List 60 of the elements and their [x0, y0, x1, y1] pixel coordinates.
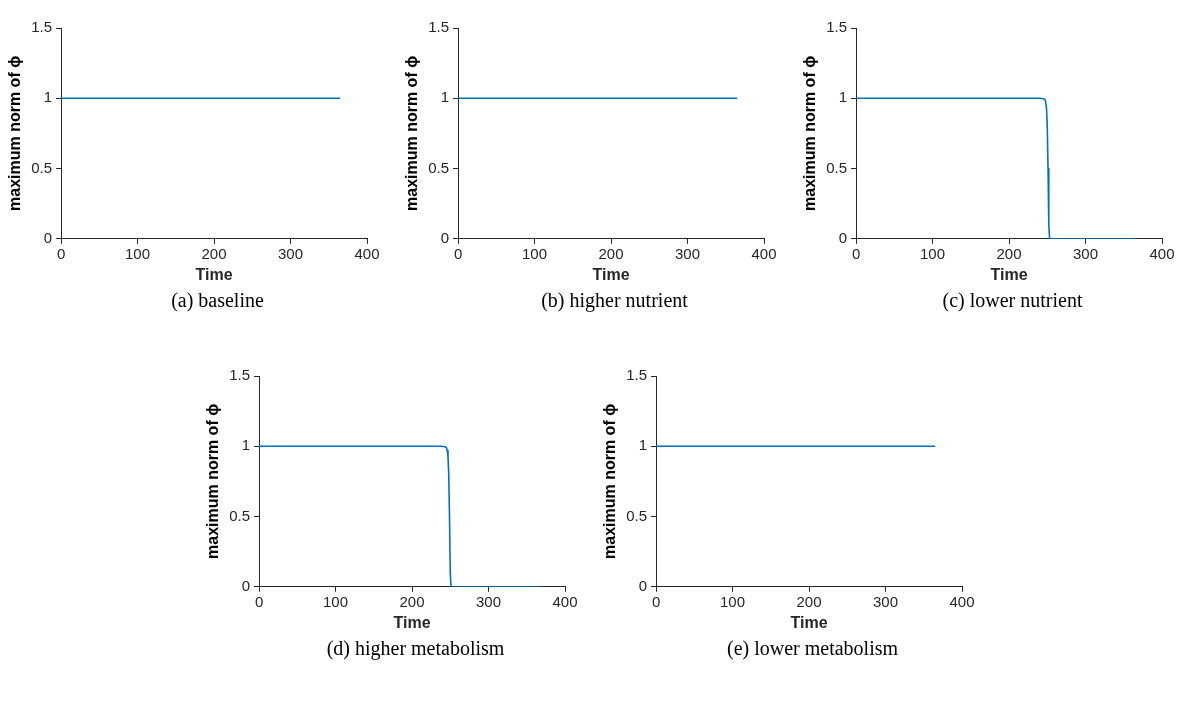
y-tick-label: 1.5	[229, 366, 251, 384]
text: (a) baseline	[170, 289, 265, 312]
x-tick-label: 400	[751, 244, 777, 262]
y-axis-title: maximum norm of ϕ	[403, 55, 421, 211]
x-tick-label: 400	[552, 592, 578, 610]
y-tick-label: 0	[440, 228, 450, 246]
x-tick-label: 100	[720, 592, 746, 610]
x-tick-label: 200	[399, 592, 425, 610]
x-tick-label: 100	[323, 592, 349, 610]
x-tick-label: 0	[453, 244, 463, 262]
text: (b) higher nutrient	[540, 289, 689, 312]
x-axis-title: Time	[592, 265, 630, 283]
text: (c) lower nutrient	[941, 289, 1084, 312]
y-tick-label: 0.5	[626, 506, 648, 524]
x-tick-label: 300	[1073, 244, 1099, 262]
y-tick-label: 0	[241, 576, 251, 594]
y-tick-label: 0	[43, 228, 53, 246]
y-axis-title: maximum norm of ϕ	[801, 55, 819, 211]
x-tick-label: 100	[522, 244, 548, 262]
x-tick-label: 100	[920, 244, 946, 262]
y-tick-label: 0	[838, 228, 848, 246]
y-tick-label: 0.5	[31, 158, 53, 176]
x-tick-label: 0	[851, 244, 861, 262]
x-tick-label: 300	[278, 244, 304, 262]
x-tick-label: 200	[201, 244, 227, 262]
x-tick-label: 100	[125, 244, 151, 262]
y-axis-title: maximum norm of ϕ	[204, 403, 222, 559]
x-axis-title: Time	[195, 265, 233, 283]
x-tick-label: 200	[796, 592, 822, 610]
x-tick-label: 300	[476, 592, 502, 610]
text: (d) higher metabolism	[325, 637, 506, 660]
x-axis-title: Time	[990, 265, 1028, 283]
x-tick-label: 400	[1149, 244, 1175, 262]
y-axis-title: maximum norm of ϕ	[601, 403, 619, 559]
y-tick-label: 0.5	[826, 158, 848, 176]
x-tick-label: 200	[996, 244, 1022, 262]
y-tick-label: 1.5	[31, 18, 53, 36]
x-tick-label: 400	[354, 244, 380, 262]
text: (e) lower metabolism	[725, 637, 900, 660]
y-axis-title: maximum norm of ϕ	[6, 55, 24, 211]
x-tick-label: 0	[254, 592, 264, 610]
x-tick-label: 400	[949, 592, 975, 610]
x-tick-label: 0	[56, 244, 66, 262]
y-tick-label: 0.5	[428, 158, 450, 176]
x-axis-title: Time	[393, 613, 431, 631]
y-tick-label: 1.5	[826, 18, 848, 36]
y-tick-label: 1.5	[626, 366, 648, 384]
y-tick-label: 1	[638, 436, 648, 454]
y-tick-label: 0	[638, 576, 648, 594]
x-tick-label: 0	[651, 592, 661, 610]
y-tick-label: 1	[241, 436, 251, 454]
y-tick-label: 0.5	[229, 506, 251, 524]
x-axis-title: Time	[790, 613, 828, 631]
y-tick-label: 1.5	[428, 18, 450, 36]
y-tick-label: 1	[838, 88, 848, 106]
x-tick-label: 300	[873, 592, 899, 610]
x-tick-label: 200	[598, 244, 624, 262]
y-tick-label: 1	[43, 88, 53, 106]
y-tick-label: 1	[440, 88, 450, 106]
x-tick-label: 300	[675, 244, 701, 262]
